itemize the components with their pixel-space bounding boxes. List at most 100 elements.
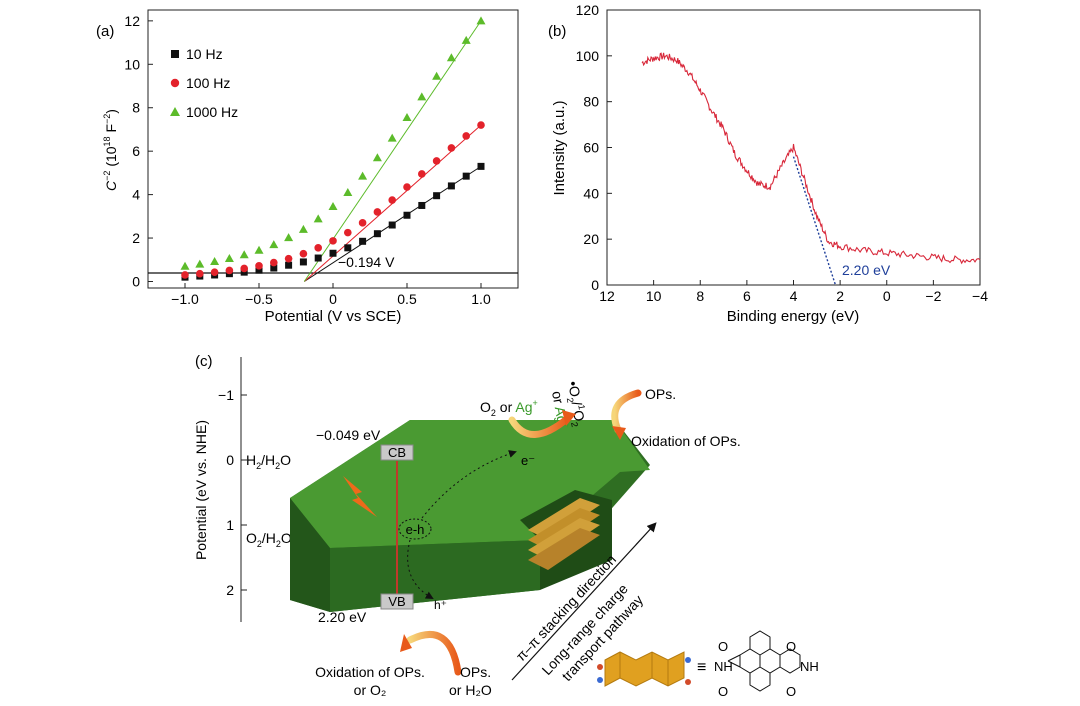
- block-left-face: [290, 498, 330, 612]
- molecule-o-1: O: [718, 639, 728, 654]
- panel-b-xps-curve: [641, 52, 981, 265]
- vb-box: [380, 593, 414, 610]
- vb-label: VB: [388, 594, 405, 609]
- panel-b-xtick-label: −4: [972, 288, 988, 304]
- oxidation-top-arrow: [611, 389, 642, 434]
- photocatalyst-block: [290, 420, 650, 612]
- panel-a-xtick-label: 0: [329, 291, 337, 307]
- panel-a-point-1000hz: [313, 214, 323, 223]
- panel-b-ytick-label: 0: [591, 277, 599, 293]
- legend-marker-1000hz: [170, 107, 180, 116]
- panel-a-point-1000hz: [476, 16, 486, 25]
- electron-label: e⁻: [521, 453, 535, 468]
- legend-label-10hz: 10 Hz: [186, 46, 223, 62]
- panel-a-point-100hz: [196, 269, 204, 278]
- panel-a-point-1000hz: [224, 253, 234, 262]
- panel-a-point-100hz: [462, 132, 471, 140]
- panel-a-point-100hz: [225, 266, 234, 275]
- panel-b-ylabel: Intensity (a.u.): [551, 100, 568, 195]
- panel-b-ytick-label: 80: [583, 94, 599, 110]
- panel-c-ticks: −1 0 1 2: [218, 387, 247, 598]
- panel-a-point-100hz: [373, 208, 382, 216]
- molecule-o-3: O: [786, 639, 796, 654]
- bottom-oxidation-arrowhead: [400, 634, 412, 652]
- panel-c-ytick-label: 0: [226, 452, 234, 468]
- panel-a-point-10hz: [299, 258, 307, 266]
- panel-b-label: (b): [548, 23, 566, 40]
- panel-b-annotation: 2.20 eV: [842, 262, 891, 278]
- panel-a-point-10hz: [359, 237, 367, 245]
- panel-c-label: (c): [195, 353, 213, 370]
- panel-a-point-10hz: [447, 182, 455, 190]
- o2-couple-label: O2/H2O: [246, 530, 292, 549]
- panel-a-ytick-label: 10: [124, 56, 140, 72]
- panel-a-xtick-label: 0.5: [397, 291, 417, 307]
- panel-b-ytick-label: 20: [583, 231, 599, 247]
- panel-c-ytick-label: 1: [226, 517, 234, 533]
- panel-a-point-10hz: [433, 192, 441, 200]
- panel-b-xtick-label: 8: [696, 288, 704, 304]
- panel-a-point-10hz: [373, 230, 381, 238]
- panel-b-xtick-label: 2: [836, 288, 844, 304]
- stacked-molecules-illustration: [528, 498, 600, 570]
- molecule-nh-left: NH: [714, 659, 733, 674]
- panel-a-point-10hz: [462, 172, 470, 180]
- top-reactant-label: O2 or Ag+: [480, 398, 538, 418]
- panel-a-point-10hz: [255, 266, 263, 274]
- panel-a-point-1000hz: [298, 224, 308, 233]
- panel-a-ticks: −1.0 −0.5 0 0.5 1.0 0 2 4 6 8 10 12: [124, 13, 491, 307]
- panel-a-point-100hz: [329, 237, 337, 245]
- top-conversion-arrow: [508, 414, 572, 438]
- panel-b-xtick-label: −2: [925, 288, 941, 304]
- cb-label: CB: [388, 445, 406, 460]
- panel-a-point-1000hz: [387, 133, 397, 142]
- panel-b-xtick-label: 12: [599, 288, 615, 304]
- panel-a-point-10hz: [477, 162, 485, 170]
- panel-a-label: (a): [96, 23, 114, 40]
- cb-energy-label: −0.049 eV: [316, 427, 381, 443]
- panel-a-point-1000hz: [180, 261, 190, 270]
- molecule-nh-right: NH: [800, 659, 819, 674]
- panel-a-legend: 10 Hz 100 Hz 1000 Hz: [170, 46, 238, 120]
- panel-b-fit-line: [792, 156, 837, 286]
- top-conversion-arrowhead: [562, 410, 576, 426]
- panel-a-ytick-label: 2: [132, 230, 140, 246]
- panel-a-point-100hz: [432, 157, 441, 165]
- molecule-3d-model-icon: [597, 651, 691, 687]
- vb-energy-label: 2.20 eV: [318, 609, 367, 625]
- panel-a-point-100hz: [255, 262, 263, 270]
- panel-a-point-10hz: [344, 244, 352, 252]
- panel-a-point-100hz: [181, 271, 189, 279]
- panel-a-markers: [180, 16, 486, 281]
- panel-a-point-100hz: [358, 219, 367, 227]
- ops-bottom-label-1: OPs.: [460, 664, 491, 680]
- panel-a-point-1000hz: [254, 245, 264, 254]
- panel-a-point-100hz: [210, 268, 219, 276]
- panel-a-point-100hz: [388, 196, 397, 204]
- panel-a-ytick-label: 4: [132, 187, 140, 203]
- panel-a-point-10hz: [403, 211, 411, 219]
- panel-a-point-1000hz: [343, 187, 353, 196]
- panel-b-xtick-label: 6: [743, 288, 751, 304]
- eh-pair-outline: [398, 518, 432, 540]
- panel-a-point-100hz: [418, 170, 426, 178]
- panel-a-point-1000hz: [461, 35, 471, 44]
- legend-label-1000hz: 1000 Hz: [186, 104, 238, 120]
- panel-b-xtick-label: 10: [646, 288, 662, 304]
- top-product-label: •O2/1O2: [562, 380, 590, 428]
- panel-a-point-100hz: [447, 144, 456, 152]
- h2-couple-label: H2/H2O: [246, 452, 291, 471]
- panel-a-point-1000hz: [328, 202, 338, 211]
- panel-a-point-100hz: [284, 254, 293, 263]
- panel-a-point-10hz: [329, 249, 337, 257]
- ops-top-label: OPs.: [645, 386, 676, 402]
- panel-c-ylabel: Potential (eV vs. NHE): [193, 420, 209, 560]
- oxidation-top-label: Oxidation of OPs.: [631, 433, 741, 449]
- molecule-o-4: O: [786, 684, 796, 699]
- equivalence-symbol: ≡: [697, 659, 706, 676]
- panel-a-point-100hz: [270, 258, 278, 267]
- panel-b-ytick-label: 60: [583, 140, 599, 156]
- panel-c-ytick-label: 2: [226, 582, 234, 598]
